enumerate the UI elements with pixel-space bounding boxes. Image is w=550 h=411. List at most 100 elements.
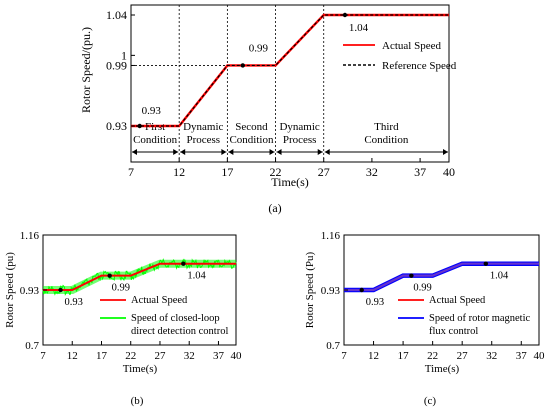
annotation-label: 1.04 <box>187 271 206 282</box>
annotation-marker <box>483 261 489 266</box>
x-tick-label: 37 <box>213 350 225 362</box>
annotation-label: 0.93 <box>142 105 162 117</box>
x-tick-label: 40 <box>231 350 243 362</box>
series-reference-speed <box>131 14 449 127</box>
panel-a: Rotor Speed/(pu.) FirstConditionDynamicP… <box>79 4 457 215</box>
panel-a-xlabel: Time(s) <box>271 175 309 189</box>
panel-c-x-ticks: 7 12 17 22 27 32 37 40 <box>341 341 545 362</box>
phase-arrowhead <box>317 149 323 155</box>
series-closed-loop-band <box>43 259 236 294</box>
x-tick-label: 12 <box>173 165 185 179</box>
panel-b-xlabel: Time(s) <box>123 363 158 375</box>
x-tick-label: 7 <box>341 350 347 362</box>
panel-b-legend: Actual Speed Speed of closed-loop direct… <box>100 295 228 337</box>
panel-a-ylabel: Rotor Speed/(pu.) <box>79 27 93 113</box>
annotation-marker <box>107 273 112 278</box>
x-tick-label: 32 <box>366 165 378 179</box>
x-tick-label: 22 <box>427 350 438 362</box>
phase-arrowhead <box>443 149 448 155</box>
series-closed-loop <box>42 258 237 296</box>
phase-arrowhead <box>221 149 227 155</box>
x-tick-label: 40 <box>443 165 455 179</box>
series-flux-control <box>344 261 539 293</box>
y-tick-label: 1.04 <box>106 8 127 22</box>
panel-a-frame <box>130 4 450 163</box>
y-tick-label: 1 <box>121 48 127 62</box>
x-tick-label: 12 <box>368 350 379 362</box>
series-actual-speed <box>43 262 236 291</box>
x-tick-label: 27 <box>318 165 330 179</box>
y-tick-label: 1.16 <box>321 230 341 242</box>
x-tick-label: 17 <box>221 165 233 179</box>
x-tick-label: 27 <box>154 350 166 362</box>
panel-c: Rotor Speed (Pu) 0.93 0.99 1.04 7 12 17 22 27 3… <box>304 230 545 407</box>
panel-b-series <box>42 258 237 296</box>
phase-label: Second <box>235 121 268 133</box>
panel-b-annotations: 0.93 0.99 1.04 <box>58 261 206 308</box>
phase-arrowhead <box>173 149 179 155</box>
panel-b-x-ticks: 7 12 17 22 27 32 37 40 <box>40 341 242 362</box>
x-tick-label: 7 <box>128 165 134 179</box>
panel-b-ylabel: Rotor Speed (pu) <box>4 252 16 328</box>
y-tick-label: 0.93 <box>106 119 127 133</box>
annotation-label: 0.93 <box>65 297 83 308</box>
panel-a-phases: FirstConditionDynamicProcessSecondCondit… <box>132 5 448 162</box>
x-tick-label: 12 <box>67 350 78 362</box>
panel-c-legend: Actual Speed Speed of rotor magnetic flu… <box>398 295 531 337</box>
x-tick-label: 27 <box>457 350 469 362</box>
x-tick-label: 32 <box>486 350 497 362</box>
panel-c-label: (c) <box>424 395 437 407</box>
panel-c-series <box>344 261 539 293</box>
x-tick-label: 17 <box>398 350 410 362</box>
x-tick-label: 7 <box>40 350 46 362</box>
legend-actual-speed-label: Actual Speed <box>131 295 188 306</box>
annotation-label: 0.99 <box>413 283 431 294</box>
legend-actual-speed-label: Actual Speed <box>429 295 486 306</box>
legend-flux-control-label-line1: Speed of rotor magnetic <box>429 313 531 324</box>
x-tick-label: 40 <box>534 350 546 362</box>
annotation-marker <box>137 123 142 129</box>
legend-closed-loop-label-line2: direct detection control <box>131 326 228 337</box>
legend-actual-speed-label: Actual Speed <box>382 40 441 52</box>
annotation-label: 1.04 <box>349 22 369 34</box>
panel-a-annotations: 0.93 0.99 1.04 <box>137 12 369 129</box>
annotation-marker <box>181 261 186 266</box>
phase-label: Dynamic <box>279 121 319 133</box>
y-tick-label: 0.93 <box>321 285 341 297</box>
panel-b: Rotor Speed (pu) 0.93 0.99 1.04 7 12 17 22 27 3… <box>4 230 242 407</box>
legend-flux-control-label-line2: flux control <box>429 326 478 337</box>
phase-arrowhead <box>324 149 330 155</box>
panel-a-y-ticks: 0.93 0.991 1.04 <box>106 8 135 133</box>
annotation-marker <box>409 273 414 278</box>
phase-arrowhead <box>228 149 234 155</box>
annotation-label: 0.99 <box>249 42 269 54</box>
x-tick-label: 17 <box>96 350 108 362</box>
panel-c-ylabel: Rotor Speed (Pu) <box>304 251 316 328</box>
phase-arrowhead <box>180 149 186 155</box>
panel-c-y-ticks: 0.7 0.93 1.16 <box>321 230 348 352</box>
panel-c-xlabel: Time(s) <box>425 363 460 375</box>
y-tick-label: 0.7 <box>25 340 39 352</box>
panel-a-label: (a) <box>268 201 281 215</box>
annotation-label: 1.04 <box>490 271 509 282</box>
legend-closed-loop-label-line1: Speed of closed-loop <box>131 313 220 324</box>
y-tick-label: 0.93 <box>20 285 40 297</box>
x-tick-label: 32 <box>184 350 195 362</box>
phase-label: Process <box>283 134 317 146</box>
y-tick-label: 0.99 <box>106 58 127 72</box>
phase-arrowhead <box>132 149 137 155</box>
annotation-label: 0.99 <box>112 283 130 294</box>
y-tick-label: 0.7 <box>326 340 340 352</box>
phase-label: Condition <box>229 134 274 146</box>
y-tick-label: 1.16 <box>20 230 40 242</box>
x-tick-label: 37 <box>414 165 426 179</box>
x-tick-label: 22 <box>125 350 136 362</box>
panel-c-annotations: 0.93 0.99 1.04 <box>359 261 509 308</box>
phase-label: Dynamic <box>183 121 223 133</box>
phase-label: Condition <box>133 134 178 146</box>
annotation-marker <box>342 12 348 18</box>
series-actual-speed <box>344 262 539 292</box>
annotation-marker <box>58 287 63 293</box>
annotation-marker <box>359 287 364 293</box>
